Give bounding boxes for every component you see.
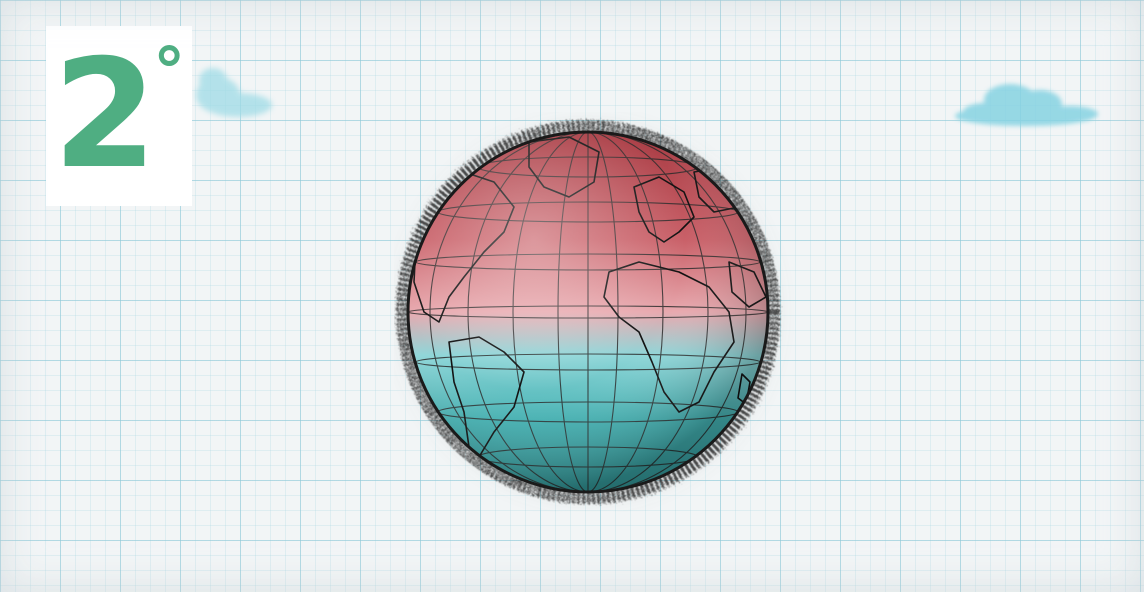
logo-digit: 2 — [52, 28, 157, 202]
globe-icon — [392, 116, 784, 508]
logo-degree-symbol: ° — [153, 35, 186, 109]
cloud-right-icon — [955, 84, 1098, 126]
globe — [392, 112, 794, 512]
two-degrees-logo: 2 ° — [46, 26, 192, 206]
cloud-left-icon — [196, 68, 272, 117]
